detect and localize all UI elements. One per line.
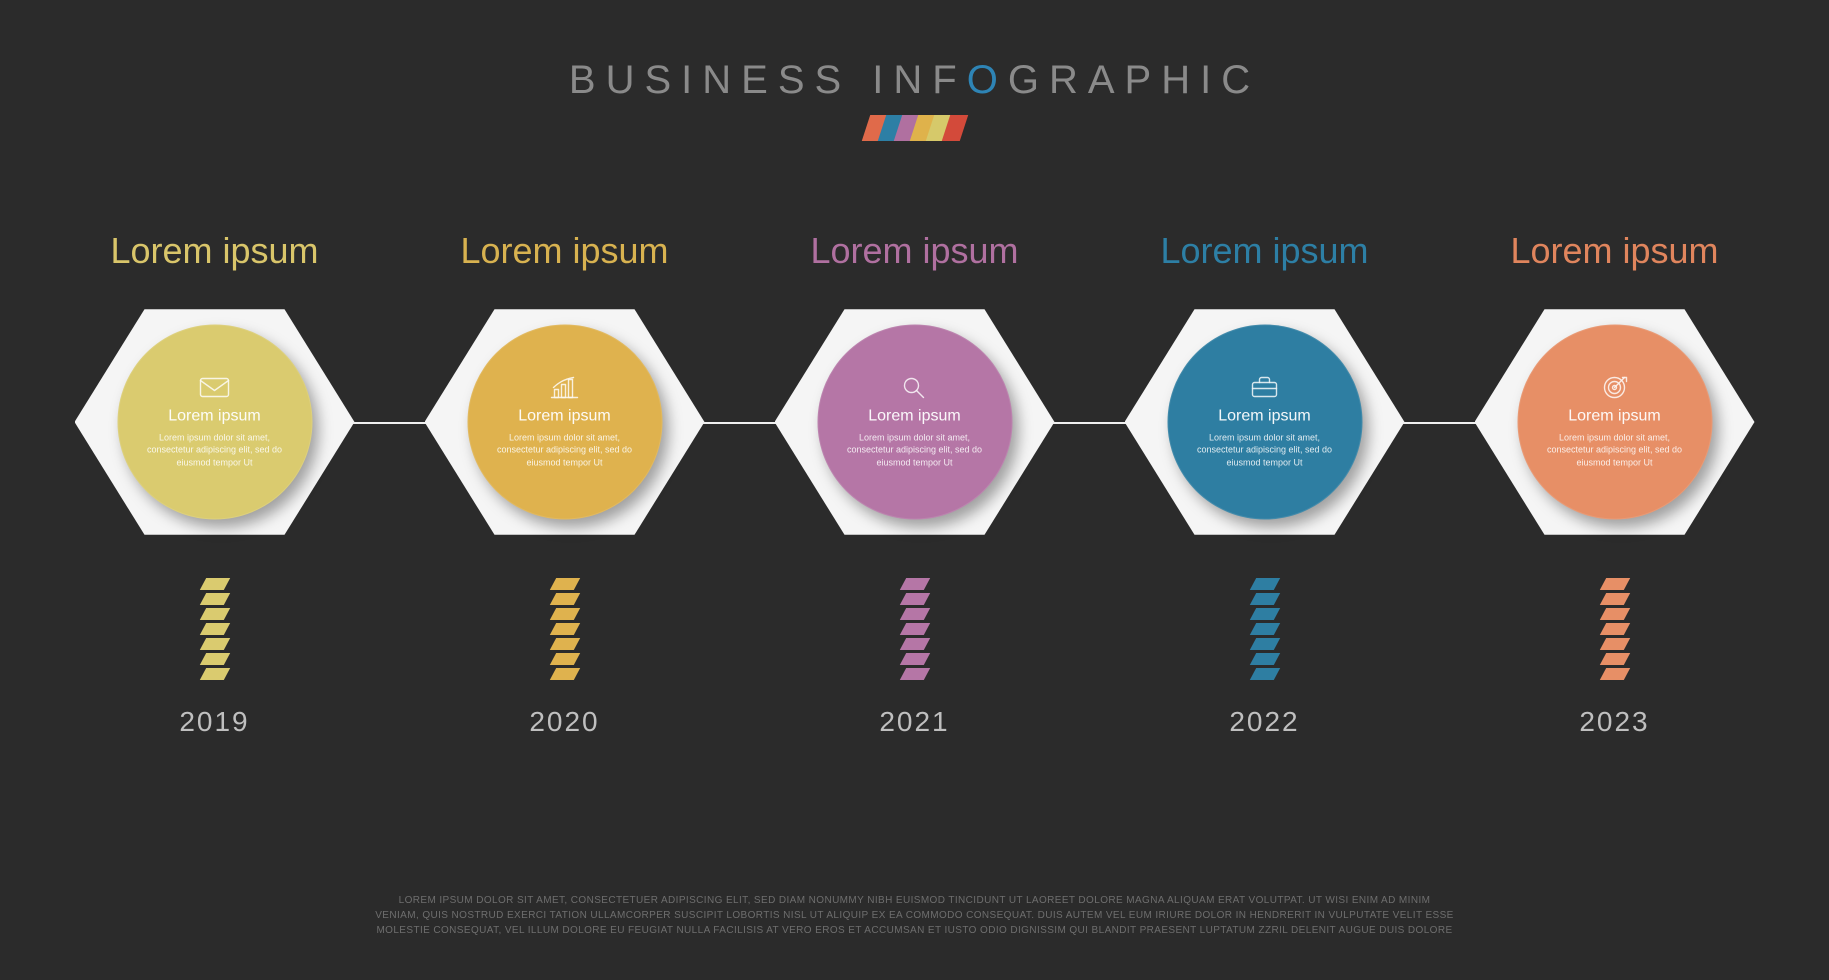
step-year: 2023 <box>1475 706 1755 738</box>
step-circle: Lorem ipsum Lorem ipsum dolor sit amet, c… <box>117 325 312 520</box>
stack-chip <box>1249 593 1279 605</box>
bar-chart-icon <box>548 374 582 402</box>
chip-stack <box>775 578 1055 680</box>
step-year: 2021 <box>775 706 1055 738</box>
circle-title: Lorem ipsum <box>1568 408 1660 426</box>
stack-chip <box>899 593 929 605</box>
stack-chip <box>899 608 929 620</box>
timeline-step: Lorem ipsum Lorem ipsum Lorem ipsum dolor … <box>75 230 355 738</box>
stack-chip <box>1249 668 1279 680</box>
stack-chip <box>1249 653 1279 665</box>
step-circle: Lorem ipsum Lorem ipsum dolor sit amet, c… <box>1517 325 1712 520</box>
footer-line-2: VENIAM, QUIS NOSTRUD EXERCI TATION ULLAM… <box>275 908 1555 923</box>
step-circle: Lorem ipsum Lorem ipsum dolor sit amet, c… <box>1167 325 1362 520</box>
stack-chip <box>899 638 929 650</box>
chip-stack <box>75 578 355 680</box>
magnifier-icon <box>898 374 932 402</box>
footer-line-1: LOREM IPSUM DOLOR SIT AMET, CONSECTETUER… <box>275 893 1555 908</box>
stack-chip <box>1599 593 1629 605</box>
briefcase-icon <box>1248 374 1282 402</box>
step-heading: Lorem ipsum <box>775 230 1055 272</box>
title-leaf-row <box>0 115 1829 141</box>
stack-chip <box>899 653 929 665</box>
stack-chip <box>899 623 929 635</box>
hexagon-wrap: Lorem ipsum Lorem ipsum dolor sit amet, c… <box>425 302 705 542</box>
stack-chip <box>1599 653 1629 665</box>
stack-chip <box>1249 608 1279 620</box>
stack-chip <box>1249 623 1279 635</box>
connector-line <box>703 422 777 424</box>
step-heading: Lorem ipsum <box>1125 230 1405 272</box>
circle-body: Lorem ipsum dolor sit amet, consectetur … <box>1191 432 1338 468</box>
hexagon-wrap: Lorem ipsum Lorem ipsum dolor sit amet, c… <box>1475 302 1755 542</box>
stack-chip <box>199 623 229 635</box>
step-heading: Lorem ipsum <box>1475 230 1755 272</box>
stack-chip <box>549 668 579 680</box>
timeline-step: Lorem ipsum Lorem ipsum Lorem ipsum dolor … <box>1125 230 1405 738</box>
footer-line-3: MOLESTIE CONSEQUAT, VEL ILLUM DOLORE EU … <box>275 923 1555 938</box>
stack-chip <box>899 668 929 680</box>
stack-chip <box>1599 623 1629 635</box>
circle-body: Lorem ipsum dolor sit amet, consectetur … <box>141 432 288 468</box>
target-icon <box>1598 374 1632 402</box>
stack-chip <box>199 578 229 590</box>
circle-title: Lorem ipsum <box>868 408 960 426</box>
stack-chip <box>549 608 579 620</box>
stack-chip <box>549 653 579 665</box>
step-heading: Lorem ipsum <box>75 230 355 272</box>
stack-chip <box>199 593 229 605</box>
main-title: BUSINESS INFOGRAPHIC <box>0 58 1829 103</box>
title-accent: O <box>967 58 1008 102</box>
stack-chip <box>199 668 229 680</box>
chip-stack <box>425 578 705 680</box>
stack-chip <box>1249 638 1279 650</box>
stack-chip <box>1599 578 1629 590</box>
stack-chip <box>1599 668 1629 680</box>
circle-body: Lorem ipsum dolor sit amet, consectetur … <box>1541 432 1688 468</box>
circle-title: Lorem ipsum <box>518 408 610 426</box>
connector-line <box>1053 422 1127 424</box>
stack-chip <box>199 653 229 665</box>
step-circle: Lorem ipsum Lorem ipsum dolor sit amet, c… <box>817 325 1012 520</box>
chip-stack <box>1125 578 1405 680</box>
envelope-icon <box>198 374 232 402</box>
step-year: 2022 <box>1125 706 1405 738</box>
stack-chip <box>1599 608 1629 620</box>
hexagon-wrap: Lorem ipsum Lorem ipsum dolor sit amet, c… <box>75 302 355 542</box>
step-year: 2020 <box>425 706 705 738</box>
title-prefix: BUSINESS INF <box>569 58 967 102</box>
timeline-step: Lorem ipsum Lorem ipsum Lorem ipsum dolor … <box>425 230 705 738</box>
stack-chip <box>1599 638 1629 650</box>
stack-chip <box>199 608 229 620</box>
footer-text: LOREM IPSUM DOLOR SIT AMET, CONSECTETUER… <box>275 893 1555 938</box>
circle-title: Lorem ipsum <box>168 408 260 426</box>
stack-chip <box>549 578 579 590</box>
timeline: Lorem ipsum Lorem ipsum Lorem ipsum dolor … <box>0 230 1829 738</box>
step-heading: Lorem ipsum <box>425 230 705 272</box>
hexagon-wrap: Lorem ipsum Lorem ipsum dolor sit amet, c… <box>775 302 1055 542</box>
circle-body: Lorem ipsum dolor sit amet, consectetur … <box>491 432 638 468</box>
stack-chip <box>549 638 579 650</box>
step-year: 2019 <box>75 706 355 738</box>
connector-line <box>353 422 427 424</box>
hexagon-wrap: Lorem ipsum Lorem ipsum dolor sit amet, c… <box>1125 302 1405 542</box>
stack-chip <box>549 623 579 635</box>
title-block: BUSINESS INFOGRAPHIC <box>0 58 1829 141</box>
step-circle: Lorem ipsum Lorem ipsum dolor sit amet, c… <box>467 325 662 520</box>
timeline-step: Lorem ipsum Lorem ipsum Lorem ipsum dolor … <box>775 230 1055 738</box>
stack-chip <box>899 578 929 590</box>
circle-body: Lorem ipsum dolor sit amet, consectetur … <box>841 432 988 468</box>
timeline-step: Lorem ipsum Lorem ipsum Lorem ipsum dolor … <box>1475 230 1755 738</box>
chip-stack <box>1475 578 1755 680</box>
stack-chip <box>1249 578 1279 590</box>
title-suffix: GRAPHIC <box>1008 58 1260 102</box>
stack-chip <box>549 593 579 605</box>
stack-chip <box>199 638 229 650</box>
circle-title: Lorem ipsum <box>1218 408 1310 426</box>
connector-line <box>1403 422 1477 424</box>
